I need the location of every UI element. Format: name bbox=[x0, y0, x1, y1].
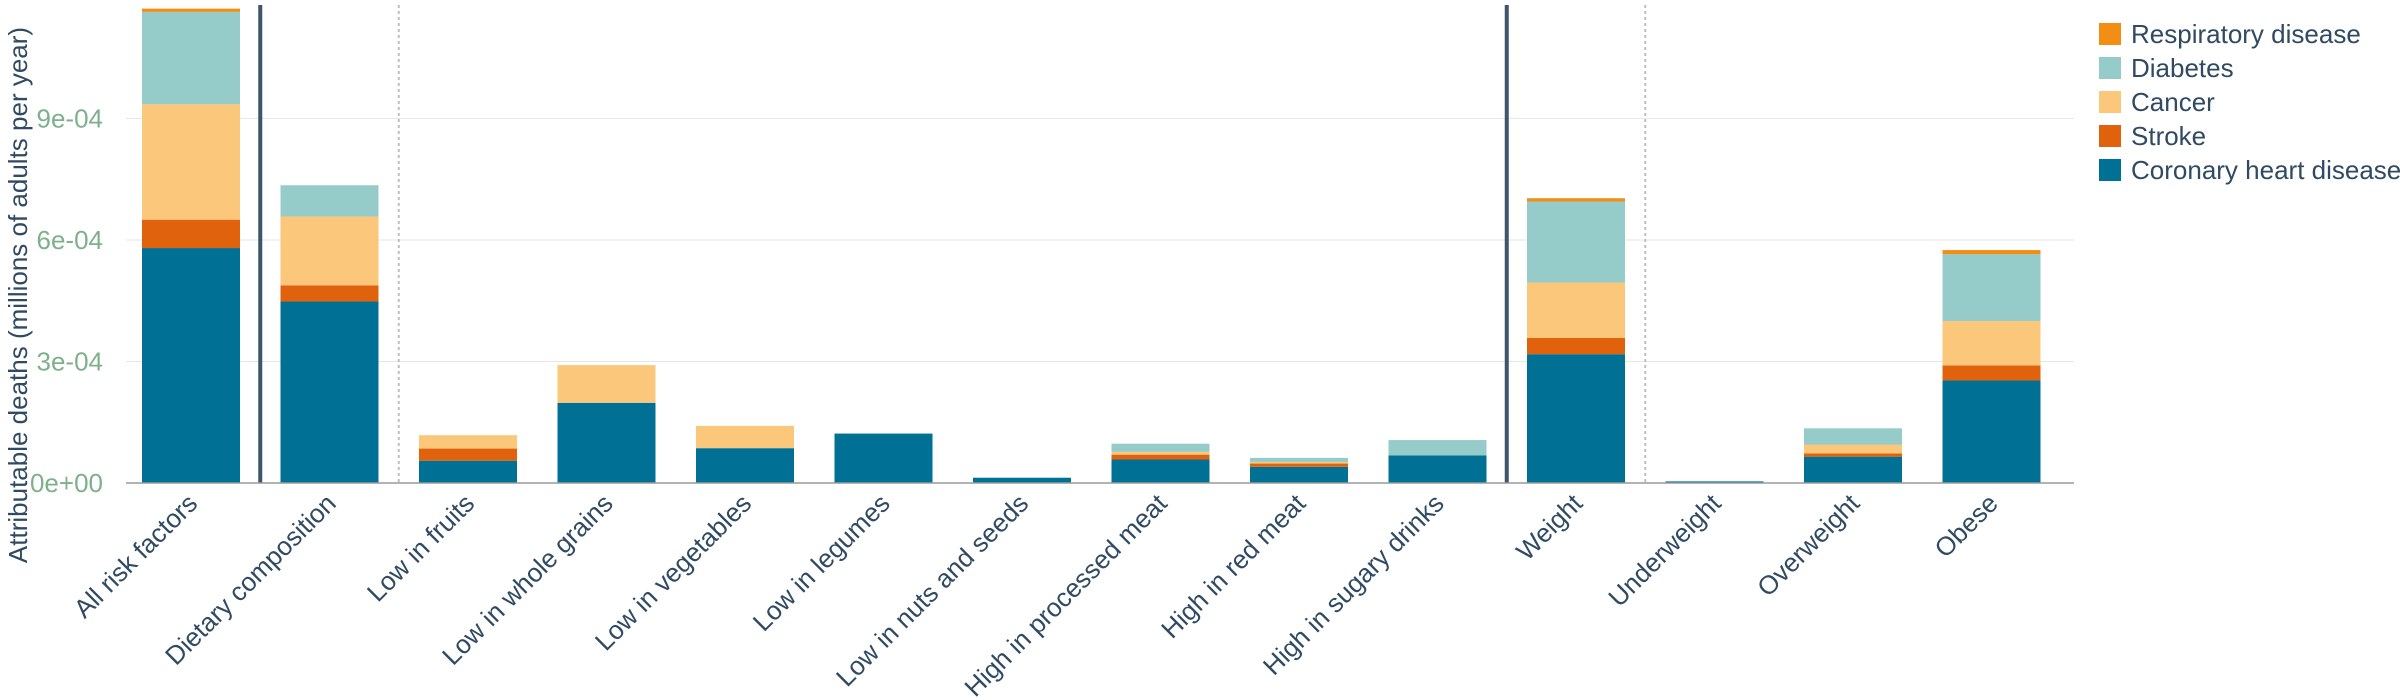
y-tick-label: 3e-04 bbox=[37, 346, 104, 376]
bar-segment bbox=[142, 219, 240, 249]
bar-segment bbox=[1804, 453, 1902, 457]
bar-segment bbox=[142, 248, 240, 483]
bar-segment bbox=[1804, 456, 1902, 483]
grid-lines bbox=[126, 117, 2074, 362]
x-tick-label: Weight bbox=[1510, 487, 1589, 566]
legend: Respiratory disease Diabetes Cancer Stroke C… bbox=[2099, 19, 2400, 185]
bar-segment bbox=[1388, 455, 1487, 483]
legend-label: Diabetes bbox=[2131, 53, 2234, 83]
legend-label: Stroke bbox=[2131, 121, 2206, 151]
bar-segment bbox=[1250, 461, 1348, 464]
bar-segment bbox=[419, 448, 517, 461]
legend-swatch bbox=[2099, 57, 2121, 79]
bar-segment bbox=[280, 185, 379, 217]
bar-segment bbox=[1942, 320, 2041, 366]
bar-segment bbox=[696, 448, 794, 483]
bar-segment bbox=[280, 301, 379, 483]
x-tick-label: Underweight bbox=[1602, 487, 1727, 612]
bar-segment bbox=[696, 425, 794, 449]
y-tick-labels: 0e+00 3e-04 6e-04 9e-04 bbox=[30, 103, 103, 498]
y-tick-label: 6e-04 bbox=[37, 225, 104, 255]
bar-segment bbox=[280, 285, 379, 302]
bar-segment bbox=[1942, 365, 2041, 381]
bar-segment bbox=[973, 477, 1071, 483]
bar-segment bbox=[1942, 380, 2041, 483]
bar-segment bbox=[557, 402, 656, 483]
bar-segment bbox=[280, 216, 379, 286]
y-tick-label: 0e+00 bbox=[30, 468, 103, 498]
category-separators bbox=[258, 5, 1647, 483]
bar-segment bbox=[1111, 451, 1210, 455]
bar-segment bbox=[142, 8, 240, 12]
legend-label: Coronary heart disease bbox=[2131, 155, 2400, 185]
x-tick-label: Overweight bbox=[1751, 487, 1866, 602]
bar-segment bbox=[1111, 443, 1210, 452]
legend-swatch bbox=[2099, 125, 2121, 147]
bar-segment bbox=[1942, 250, 2041, 255]
x-tick-label: All risk factors bbox=[68, 488, 204, 624]
bar-segment bbox=[1527, 201, 1625, 283]
legend-swatch bbox=[2099, 23, 2121, 45]
x-tick-label: Low in legumes bbox=[747, 488, 896, 637]
bar-segment bbox=[1527, 354, 1625, 483]
bars bbox=[142, 8, 2041, 483]
bar-segment bbox=[1111, 459, 1210, 483]
x-tick-label: Obese bbox=[1928, 488, 2003, 563]
bar-segment bbox=[1111, 454, 1210, 460]
legend-swatch bbox=[2099, 159, 2121, 181]
legend-swatch bbox=[2099, 91, 2121, 113]
bar-segment bbox=[1942, 254, 2041, 321]
bar-segment bbox=[1250, 466, 1348, 483]
bar-segment bbox=[1250, 463, 1348, 467]
legend-label: Respiratory disease bbox=[2131, 19, 2361, 49]
bar-segment bbox=[142, 11, 240, 105]
bar-segment bbox=[1665, 481, 1764, 483]
bar-segment bbox=[557, 365, 656, 403]
legend-label: Cancer bbox=[2131, 87, 2215, 117]
bar-segment bbox=[419, 460, 517, 483]
bar-segment bbox=[1527, 198, 1625, 202]
bar-segment bbox=[1804, 428, 1902, 445]
x-tick-label: Low in fruits bbox=[361, 488, 480, 607]
bar-segment bbox=[1804, 444, 1902, 454]
bar-segment bbox=[142, 104, 240, 220]
bar-segment bbox=[1388, 440, 1487, 456]
bar-segment bbox=[1527, 337, 1625, 355]
x-tick-label: High in red meat bbox=[1155, 487, 1312, 644]
bar-segment bbox=[419, 435, 517, 449]
y-tick-label: 9e-04 bbox=[37, 103, 104, 133]
bar-segment bbox=[834, 433, 933, 483]
y-axis-title: Attributable deaths (millions of adults … bbox=[3, 27, 33, 563]
bar-segment bbox=[1250, 457, 1348, 462]
bar-segment bbox=[1527, 282, 1625, 338]
